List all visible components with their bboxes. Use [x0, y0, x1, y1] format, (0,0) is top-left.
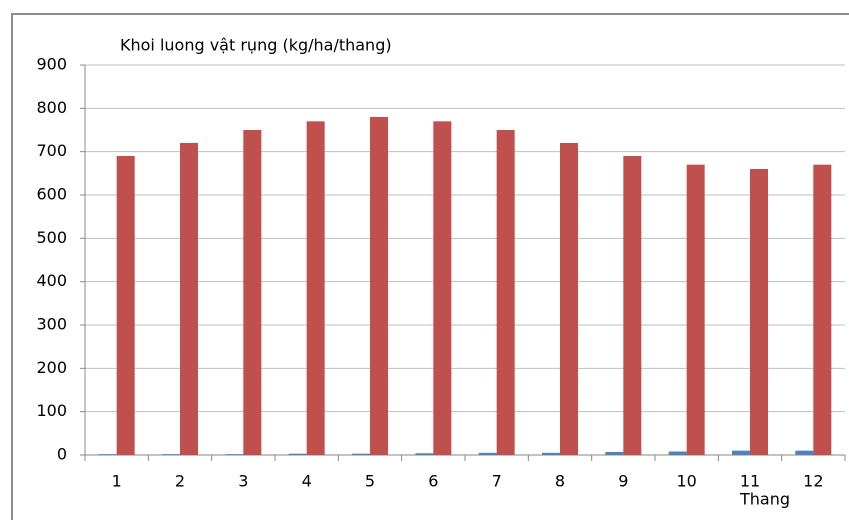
- bar: [370, 117, 388, 455]
- y-tick-label: 200: [36, 358, 67, 377]
- bar: [668, 451, 687, 455]
- bar: [623, 156, 642, 455]
- bar: [288, 453, 307, 455]
- bar: [415, 453, 434, 455]
- x-tick-label: 4: [302, 472, 312, 491]
- chart-title: Khoi luong vật rụng (kg/ha/thang): [120, 36, 392, 55]
- x-tick-label: 8: [555, 472, 565, 491]
- y-tick-label: 500: [36, 228, 67, 247]
- y-tick-label: 0: [57, 445, 67, 464]
- bar: [795, 450, 814, 455]
- y-tick-label: 400: [36, 271, 67, 290]
- x-tick-label: 2: [175, 472, 185, 491]
- bar: [560, 143, 578, 455]
- x-tick-label: 10: [676, 472, 696, 491]
- x-tick-label: 11: [740, 472, 760, 491]
- bar: [686, 164, 705, 455]
- x-axis-label: Thang: [739, 490, 790, 509]
- x-tick-label: 6: [428, 472, 438, 491]
- y-tick-label: 800: [36, 98, 67, 117]
- bar: [732, 450, 750, 455]
- x-tick-label: 1: [112, 472, 122, 491]
- bar: [605, 451, 624, 455]
- y-tick-label: 600: [36, 185, 67, 204]
- x-tick-label: 12: [803, 472, 823, 491]
- y-tick-label: 300: [36, 315, 67, 334]
- x-tick-label: 3: [238, 472, 248, 491]
- bar: [496, 130, 515, 455]
- bar: [813, 164, 832, 455]
- x-tick-label: 7: [492, 472, 502, 491]
- bar: [433, 121, 452, 455]
- bar: [243, 130, 262, 455]
- bar: [478, 452, 497, 455]
- bar: [116, 156, 135, 455]
- bar: [180, 143, 198, 455]
- bar: [306, 121, 325, 455]
- y-tick-label: 900: [36, 55, 67, 74]
- x-tick-label: 9: [618, 472, 628, 491]
- chart-frame: [11, 13, 849, 520]
- y-tick-label: 100: [36, 401, 67, 420]
- bar: [352, 453, 370, 455]
- bar: [750, 169, 768, 455]
- bar: [98, 454, 117, 455]
- x-tick-label: 5: [365, 472, 375, 491]
- bar: [542, 452, 560, 455]
- bar: [225, 454, 244, 455]
- bar: [162, 454, 180, 455]
- y-tick-label: 700: [36, 141, 67, 160]
